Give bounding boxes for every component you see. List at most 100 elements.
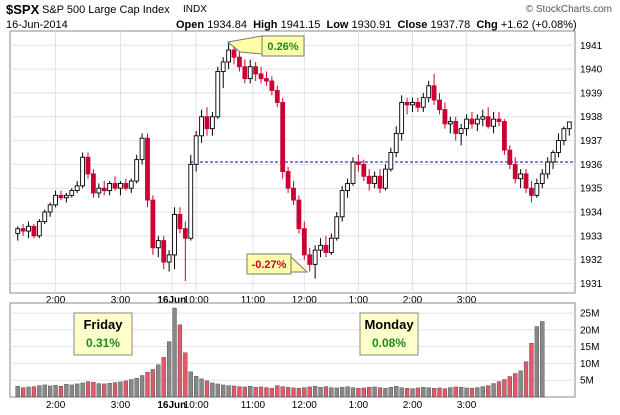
volume-bar <box>129 379 134 398</box>
index-name: S&P 500 Large Cap Index <box>42 4 170 16</box>
down-callout-text: -0.27% <box>252 259 287 271</box>
time-tick-label: 11:00 <box>241 295 266 306</box>
candle-body <box>253 66 259 75</box>
volume-bar <box>42 384 47 398</box>
candle-body <box>91 173 96 194</box>
chg-label: Chg <box>476 19 498 31</box>
chart-date: 16-Jun-2014 <box>6 19 68 31</box>
candle-body <box>264 78 269 82</box>
candle-body <box>107 182 113 192</box>
candle-body <box>128 180 134 189</box>
candle-body <box>58 194 64 199</box>
candle-body <box>529 187 534 196</box>
volume-bar <box>442 388 448 398</box>
volume-bar <box>75 383 80 398</box>
candle-body <box>523 173 529 189</box>
volume-bar <box>415 387 421 398</box>
day-summary-title: Monday <box>364 317 414 332</box>
day-summary-title: Friday <box>83 317 123 332</box>
candle-body <box>383 168 388 189</box>
high-label: High <box>253 19 278 31</box>
time-tick-label: 2:00 <box>403 295 423 306</box>
candle-body <box>312 249 318 265</box>
volume-bar <box>85 381 91 398</box>
candle-body <box>31 225 37 237</box>
chg-value: +1.62 (+0.08%) <box>500 19 577 31</box>
volume-bar <box>150 369 156 398</box>
volume-bar <box>204 380 210 398</box>
candle-body <box>507 149 513 165</box>
volume-tick-label: 25M <box>580 309 599 320</box>
time-tick-label: 3:00 <box>457 295 477 306</box>
volume-bar <box>58 386 64 398</box>
volume-bar <box>231 385 237 398</box>
up-callout-box <box>261 35 305 57</box>
volume-bar <box>37 385 42 398</box>
price-tick-label: 1938 <box>580 112 603 123</box>
volume-bar <box>118 381 123 398</box>
volume-bar <box>166 341 172 398</box>
volume-tick-label: 15M <box>580 342 599 353</box>
candle-body <box>182 228 188 239</box>
time-tick-label: 16Jun <box>157 295 186 306</box>
candle-body <box>85 156 91 175</box>
candle-body <box>491 118 496 127</box>
candle-body <box>377 175 383 189</box>
candle-body <box>328 237 334 253</box>
low-label: Low <box>326 19 349 31</box>
candle-body <box>355 161 361 165</box>
volume-bar <box>102 383 107 398</box>
volume-bar <box>69 384 74 398</box>
candle-body <box>231 49 237 58</box>
volume-bar <box>237 386 242 398</box>
volume-bar <box>377 387 383 398</box>
open-value: 1934.84 <box>207 19 247 31</box>
volume-bar <box>199 378 204 398</box>
candle-body <box>410 102 415 106</box>
candle-body <box>204 116 210 130</box>
candle-body <box>285 171 291 189</box>
candle-body <box>139 137 145 161</box>
volume-bar <box>242 386 247 398</box>
volume-bar <box>302 387 307 398</box>
price-tick-label: 1936 <box>580 160 603 171</box>
candle-body <box>26 225 31 232</box>
candle-body <box>469 118 475 125</box>
candle-body <box>166 254 172 263</box>
candle-body <box>318 244 323 251</box>
candle-body <box>442 109 448 125</box>
time-tick-label: 12:00 <box>292 295 317 306</box>
candle-body <box>437 99 442 111</box>
price-tick-label: 1931 <box>580 279 603 290</box>
volume-bar <box>540 321 545 398</box>
volume-bar <box>291 387 296 398</box>
candle-body <box>118 182 123 189</box>
volume-bar <box>404 388 410 398</box>
volume-bar <box>285 387 291 398</box>
candle-body <box>280 102 286 172</box>
volume-bar <box>80 382 85 398</box>
candle-body <box>512 163 518 180</box>
volume-bar <box>253 387 258 398</box>
volume-bar <box>513 373 518 398</box>
candle-body <box>96 187 102 194</box>
candle-body <box>426 85 432 99</box>
volume-bar <box>394 386 399 398</box>
candle-body <box>155 240 161 249</box>
volume-bar <box>139 375 145 398</box>
volume-bar <box>188 371 193 398</box>
volume-bar <box>183 352 188 398</box>
volume-bar <box>345 386 350 398</box>
volume-bar <box>372 386 377 398</box>
volume-bar <box>469 388 475 398</box>
candle-body <box>307 254 313 265</box>
candle-body <box>485 116 491 127</box>
candle-body <box>161 240 167 263</box>
candle-body <box>69 190 75 196</box>
candle-body <box>247 66 253 80</box>
down-callout-box <box>246 253 292 275</box>
candle-body <box>150 199 156 249</box>
volume-bar <box>96 383 101 398</box>
price-tick-label: 1932 <box>580 255 603 266</box>
